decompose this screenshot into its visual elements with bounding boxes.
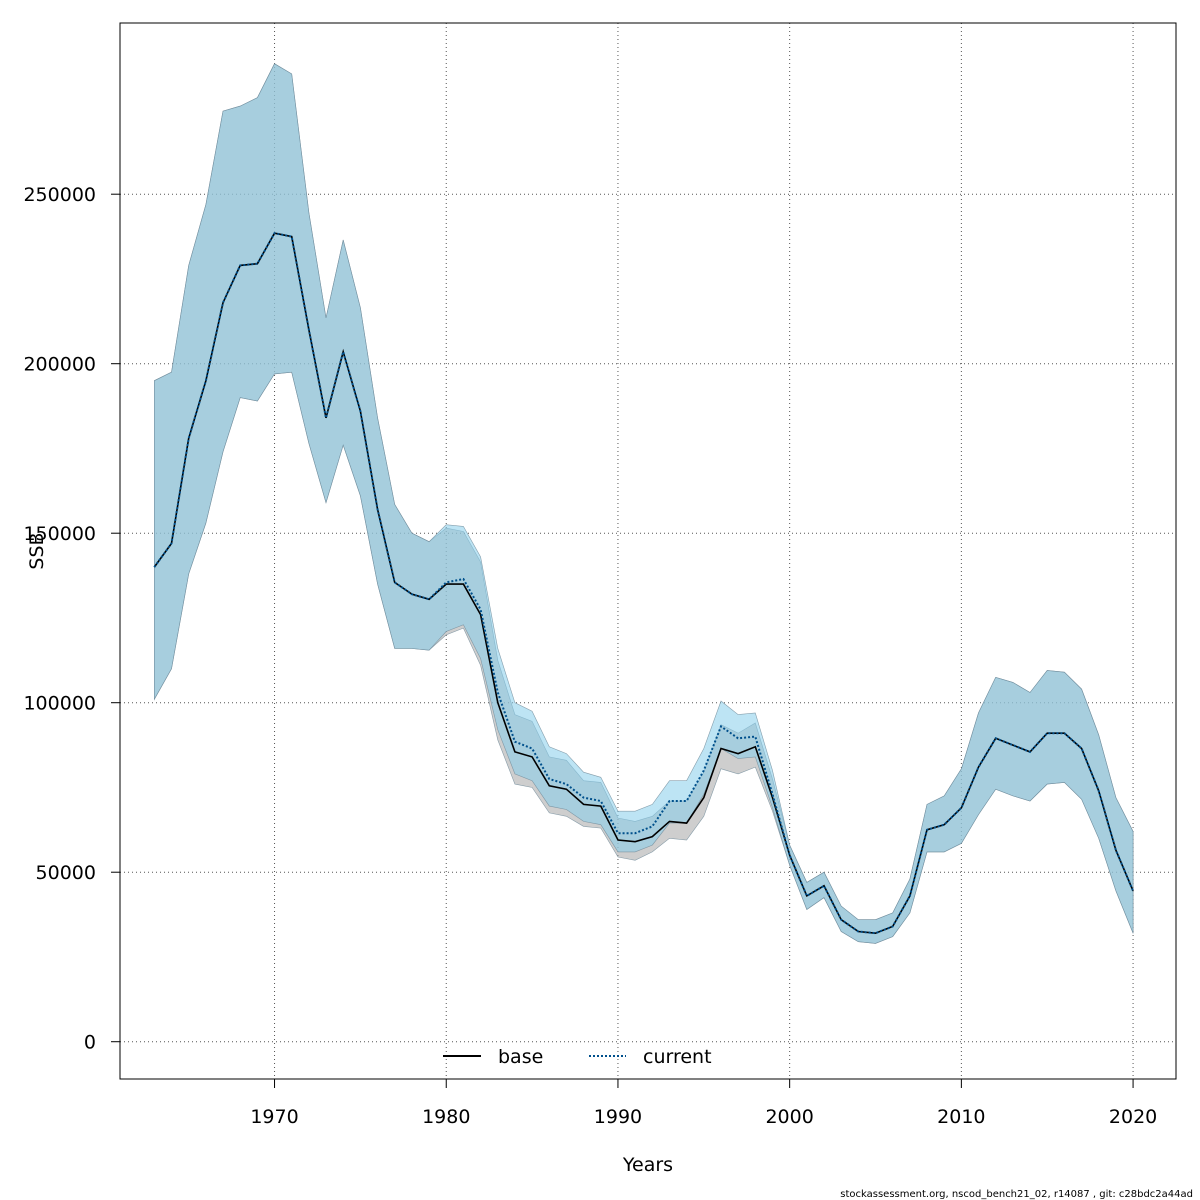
- line-current: [153, 232, 1135, 935]
- legend-label-base: base: [498, 1046, 543, 1068]
- y-tick-label: 250000: [23, 184, 96, 206]
- y-tick-label: 100000: [23, 693, 96, 715]
- x-tick-label: 2000: [765, 1106, 813, 1128]
- y-axis-title: SSB: [26, 532, 48, 569]
- x-tick-label: 2020: [1109, 1106, 1157, 1128]
- confidence-bands: [154, 63, 1134, 944]
- legend-label-current: current: [643, 1046, 712, 1068]
- x-tick-label: 2010: [937, 1106, 985, 1128]
- y-tick-label: 50000: [36, 862, 96, 884]
- y-axis: 0 50000 100000 150000 200000 250000: [23, 184, 120, 1054]
- band-current: [154, 63, 1134, 944]
- x-tick-label: 1990: [594, 1106, 642, 1128]
- x-axis-title: Years: [622, 1154, 673, 1176]
- y-tick-label: 200000: [23, 354, 96, 376]
- x-tick-label: 1980: [422, 1106, 470, 1128]
- plot-frame: [119, 22, 1177, 1080]
- footer-note: stockassessment.org, nscod_bench21_02, r…: [840, 1189, 1193, 1200]
- series-lines: [153, 232, 1135, 935]
- x-axis: 1970 1980 1990 2000 2010 2020: [250, 1079, 1157, 1128]
- y-tick-label: 0: [84, 1032, 96, 1054]
- x-tick-label: 1970: [250, 1106, 298, 1128]
- y-tick-label: 150000: [23, 523, 96, 545]
- legend: base current: [443, 1046, 712, 1068]
